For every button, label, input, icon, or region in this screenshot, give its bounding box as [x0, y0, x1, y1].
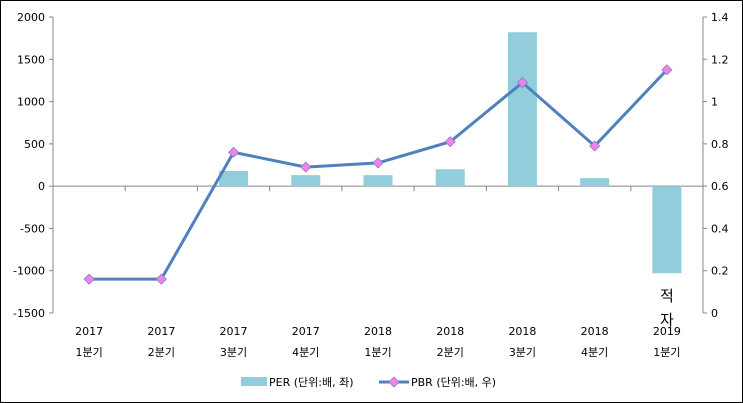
right-tick-label: 1.2	[711, 53, 729, 66]
per-bar	[219, 170, 249, 187]
category-quarter-label: 1분기	[364, 346, 391, 359]
left-tick-label: 1500	[17, 53, 45, 66]
category-year-label: 2018	[508, 325, 536, 338]
category-quarter-label: 2분기	[437, 346, 464, 359]
category-quarter-label: 4분기	[581, 346, 608, 359]
legend-per-swatch	[241, 377, 267, 386]
pbr-line	[89, 68, 668, 281]
category-quarter-label: 3분기	[509, 346, 536, 359]
category-quarter-label: 4분기	[292, 346, 319, 359]
pbr-marker	[516, 76, 529, 89]
legend-per-label: PER (단위:배, 좌)	[269, 376, 354, 389]
left-tick-label: 0	[38, 180, 45, 193]
per-bar	[435, 169, 465, 187]
category-quarter-label: 1분기	[653, 346, 680, 359]
legend-pbr-label: PBR (단위:배, 우)	[411, 376, 496, 389]
category-quarter-label: 3분기	[220, 346, 247, 359]
pbr-marker	[227, 146, 240, 158]
category-year-label: 2017	[147, 325, 175, 338]
deficit-annotation: 적	[660, 287, 674, 305]
left-tick-label: 1000	[17, 96, 45, 109]
right-tick-label: 0.2	[711, 265, 729, 278]
pbr-marker	[372, 157, 384, 169]
category-quarter-label: 2분기	[148, 346, 175, 359]
pbr-marker	[589, 140, 601, 152]
left-tick-label: -1000	[13, 265, 45, 278]
category-year-label: 2018	[436, 325, 464, 338]
category-year-label: 2017	[220, 325, 248, 338]
per-bar	[652, 186, 682, 274]
category-year-label: 2018	[581, 325, 609, 338]
right-tick-label: 1	[711, 96, 718, 109]
pbr-marker	[300, 161, 312, 173]
left-tick-label: 500	[24, 138, 45, 151]
pbr-marker	[155, 273, 167, 285]
pbr-marker	[444, 136, 456, 148]
left-tick-label: -1500	[13, 307, 45, 320]
per-bar	[580, 178, 610, 187]
pbr-marker	[661, 64, 673, 76]
legend-pbr-marker	[388, 376, 400, 388]
category-quarter-label: 1분기	[75, 346, 102, 359]
right-tick-label: 0.6	[711, 180, 729, 193]
category-year-label: 2018	[364, 325, 392, 338]
pbr-marker	[83, 273, 95, 285]
left-tick-label: -500	[20, 222, 45, 235]
right-tick-label: 0.8	[711, 138, 729, 151]
per-bar	[363, 175, 393, 187]
right-tick-label: 1.4	[711, 11, 729, 24]
right-tick-label: 0	[711, 307, 718, 320]
per-bar	[291, 175, 321, 187]
left-tick-label: 2000	[17, 11, 45, 24]
per-bar	[507, 32, 537, 187]
category-year-label: 2017	[292, 325, 320, 338]
category-year-label: 2019	[653, 325, 681, 338]
right-tick-label: 0.4	[711, 222, 729, 235]
category-year-label: 2017	[75, 325, 103, 338]
deficit-annotation: 자	[660, 311, 674, 329]
